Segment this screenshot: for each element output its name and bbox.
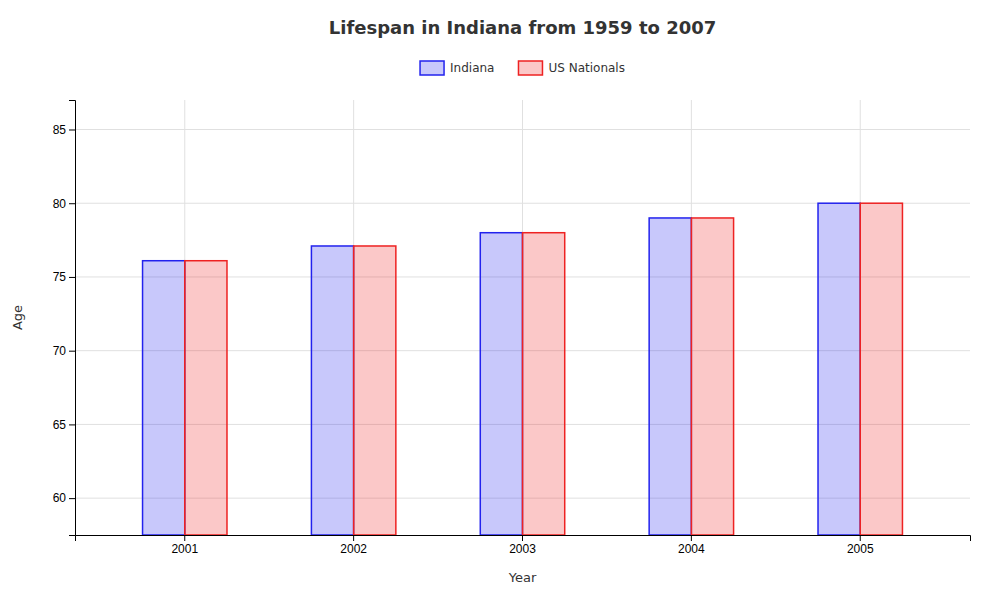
grid	[75, 100, 970, 535]
tick: 2004	[678, 535, 705, 556]
tick-mark	[69, 351, 75, 352]
legend-swatch	[420, 61, 444, 75]
legend-item: US Nationals	[518, 61, 624, 75]
tick-label: 2005	[847, 542, 874, 556]
tick: 2001	[171, 535, 198, 556]
legend: Indiana US Nationals	[420, 61, 625, 75]
tick-label: 2003	[509, 542, 536, 556]
bars	[143, 203, 903, 535]
tick-mark	[69, 277, 75, 278]
series	[185, 203, 903, 535]
bar	[354, 246, 396, 535]
legend-label: US Nationals	[548, 61, 624, 75]
axis-line	[76, 536, 971, 542]
tick: 70	[53, 344, 75, 358]
tick-mark	[69, 424, 75, 425]
tick-label: 2002	[340, 542, 367, 556]
bar	[649, 218, 691, 535]
y-axis: 60 65 70 75 80 85	[53, 101, 76, 536]
tick-label: 75	[53, 270, 67, 284]
x-axis: 2001 2002 2003 2004 2005	[76, 535, 971, 556]
axis-line	[69, 101, 76, 536]
tick-mark	[691, 535, 692, 541]
legend-swatch	[518, 61, 542, 75]
plot: 60 65 70 75 80 85 2001 2002 2003 2004 2005	[53, 100, 971, 556]
bar	[143, 261, 185, 535]
tick-mark	[184, 535, 185, 541]
tick-label: 70	[53, 344, 67, 358]
tick: 80	[53, 197, 75, 211]
tick: 2002	[340, 535, 367, 556]
tick: 60	[53, 491, 75, 505]
legend-item: Indiana	[420, 61, 494, 75]
tick-mark	[69, 129, 75, 130]
tick: 85	[53, 123, 75, 137]
tick-label: 2004	[678, 542, 705, 556]
chart: 60 65 70 75 80 85 2001 2002 2003 2004 2005 Year Age L…	[0, 0, 1000, 600]
bar	[185, 261, 227, 535]
bar	[691, 218, 733, 535]
tick-label: 65	[53, 418, 67, 432]
bar	[311, 246, 353, 535]
tick: 2003	[509, 535, 536, 556]
tick-mark	[69, 203, 75, 204]
tick-label: 60	[53, 491, 67, 505]
tick-mark	[522, 535, 523, 541]
bar	[523, 233, 565, 535]
bar	[818, 203, 860, 535]
bar	[860, 203, 902, 535]
series	[143, 203, 861, 535]
tick-label: 85	[53, 123, 67, 137]
tick: 2005	[847, 535, 874, 556]
tick-label: 2001	[171, 542, 198, 556]
tick: 75	[53, 270, 75, 284]
tick-mark	[69, 498, 75, 499]
tick-mark	[860, 535, 861, 541]
x-axis-title: Year	[508, 570, 537, 585]
bar	[480, 233, 522, 535]
tick-label: 80	[53, 197, 67, 211]
tick: 65	[53, 418, 75, 432]
tick-mark	[353, 535, 354, 541]
legend-label: Indiana	[450, 61, 494, 75]
title: Lifespan in Indiana from 1959 to 2007	[329, 17, 717, 38]
y-axis-title: Age	[10, 305, 25, 330]
